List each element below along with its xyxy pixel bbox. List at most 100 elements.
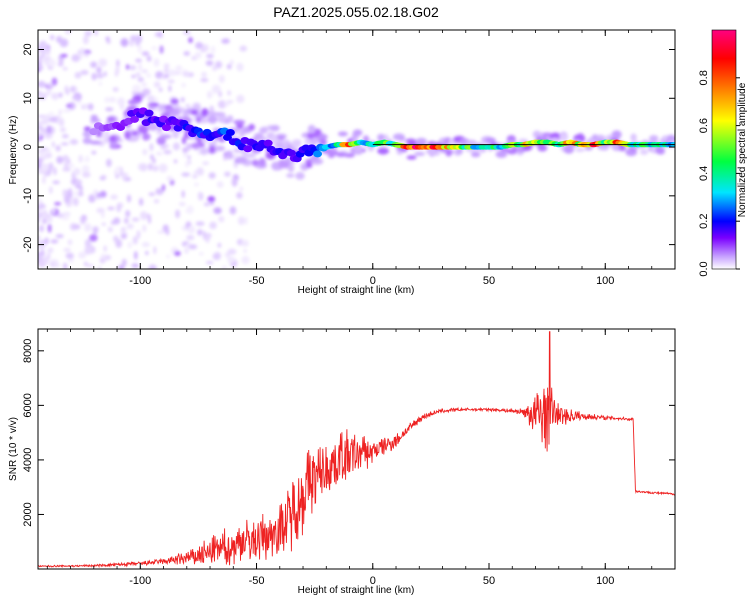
- spectral-blob: [38, 204, 44, 210]
- spectral-halo: [277, 135, 286, 141]
- snr-panel: -100 -50 0 50 100 2000 4000 6000 8000 Height of …: [8, 328, 676, 596]
- spectral-blob: [174, 251, 181, 257]
- spectral-blob: [48, 162, 54, 172]
- spectral-blob: [62, 167, 71, 172]
- spectral-halo: [207, 114, 218, 124]
- spectral-blob: [54, 202, 62, 206]
- spectral-blob: [136, 230, 141, 239]
- spectral-blob: [186, 235, 195, 241]
- spectral-blob: [200, 77, 209, 83]
- y-tick-label: -10: [22, 188, 34, 204]
- spectral-halo: [244, 153, 257, 158]
- spectral-blob: [221, 265, 227, 269]
- spectral-blob: [118, 264, 125, 269]
- spectral-blob: [155, 188, 164, 195]
- spectral-blob: [72, 224, 81, 230]
- spectral-blob: [38, 198, 41, 206]
- spectral-blob: [38, 149, 41, 154]
- spectral-halo: [336, 152, 347, 157]
- spectral-blob: [100, 175, 107, 179]
- spectral-blob: [217, 242, 222, 248]
- spectral-blob: [148, 192, 156, 197]
- spectral-blob: [53, 167, 57, 176]
- spectral-blob: [153, 58, 160, 67]
- spectral-blob: [221, 38, 230, 44]
- x-tick-label: 0: [370, 575, 376, 587]
- spectral-blob: [113, 217, 121, 225]
- spectral-blob: [236, 62, 244, 72]
- spectral-blob: [244, 216, 248, 225]
- spectral-blob: [103, 245, 107, 252]
- spectral-blob: [101, 211, 105, 219]
- spectral-blob: [105, 158, 112, 168]
- spectral-blob: [62, 211, 71, 216]
- spectral-blob: [115, 166, 122, 175]
- spectral-halo: [258, 157, 266, 167]
- spectral-blob: [154, 97, 159, 102]
- spectral-blob: [56, 156, 64, 164]
- ridge-cell: [263, 139, 273, 147]
- spectral-blob: [88, 194, 96, 203]
- spectral-blob: [200, 48, 205, 53]
- spectral-halo: [337, 131, 348, 137]
- spectral-blob: [41, 209, 48, 218]
- spectral-blob: [110, 194, 118, 200]
- spectral-blob: [185, 161, 189, 168]
- spectral-halo: [398, 136, 406, 142]
- spectral-blob: [147, 95, 155, 103]
- spectral-blob: [83, 103, 90, 110]
- spectral-blob: [131, 74, 136, 79]
- spectral-halo: [106, 116, 116, 122]
- spectral-halo: [148, 105, 156, 111]
- colorbar-label: Normalized spectral amplitude: [737, 82, 748, 217]
- spectral-blob: [187, 225, 196, 234]
- spectral-halo: [307, 132, 314, 140]
- spectral-blob: [137, 44, 142, 54]
- spectral-blob: [227, 248, 237, 255]
- spectral-blob: [107, 206, 115, 211]
- spectral-blob: [77, 190, 84, 197]
- spectral-blob: [116, 203, 122, 213]
- spectral-blob: [138, 197, 144, 206]
- spectral-blob: [44, 59, 50, 66]
- spectral-blob: [150, 154, 154, 161]
- spectral-blob: [103, 130, 110, 140]
- spectral-blob: [84, 223, 92, 232]
- spectral-blob: [193, 170, 200, 175]
- spectral-blob: [46, 125, 52, 134]
- spectral-blob: [167, 69, 176, 77]
- spectral-blob: [51, 77, 58, 86]
- y-tick-label: 6000: [22, 393, 34, 417]
- spectral-blob: [236, 94, 245, 104]
- spectral-halo: [208, 145, 216, 154]
- spectral-blob: [151, 46, 158, 50]
- spectral-halo: [248, 123, 255, 131]
- spectral-blob: [62, 262, 68, 269]
- spectral-blob: [158, 163, 168, 173]
- spectral-halo: [207, 111, 217, 116]
- spectral-blob: [96, 66, 102, 74]
- x-tick-label: 50: [483, 275, 495, 287]
- spectral-halo: [270, 125, 280, 132]
- spectral-blob: [100, 254, 106, 260]
- spectral-blob: [59, 127, 66, 133]
- spectral-blob: [195, 42, 204, 50]
- spectral-halo: [124, 130, 131, 140]
- spectral-blob: [47, 247, 54, 254]
- spectral-halo: [655, 145, 665, 155]
- y-tick-label: -20: [22, 237, 34, 253]
- spectral-blob: [207, 90, 212, 99]
- spectral-blob: [218, 215, 225, 223]
- spectral-halo: [90, 114, 98, 121]
- spectral-halo: [317, 134, 328, 140]
- spectral-blob: [217, 100, 227, 109]
- spectral-blob: [52, 180, 60, 185]
- spectral-blob: [89, 234, 98, 242]
- spectral-blob: [163, 63, 170, 68]
- spectral-blob: [183, 153, 188, 158]
- spectral-blob: [135, 58, 142, 63]
- spectral-blob: [156, 152, 163, 156]
- colorbar-ticks: 0.0 0.2 0.4 0.6 0.8: [698, 70, 740, 277]
- spectral-halo: [485, 137, 496, 144]
